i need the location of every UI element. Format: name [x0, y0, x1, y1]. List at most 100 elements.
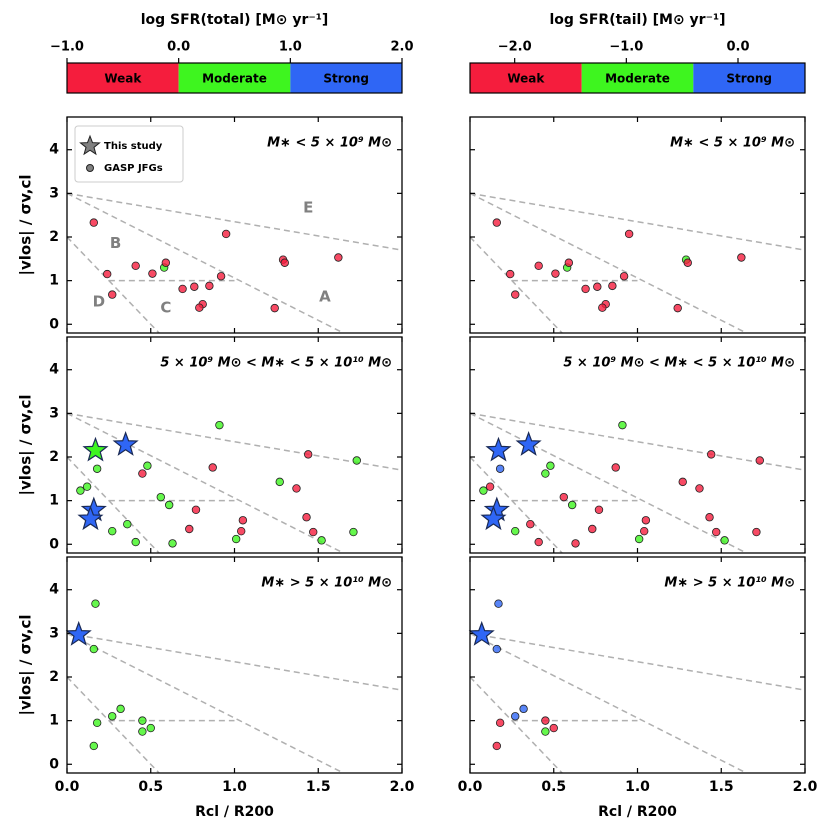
gasp-point	[221, 229, 231, 239]
y-tick-label: 0	[49, 316, 59, 332]
gasp-point	[138, 716, 147, 725]
gasp-point	[185, 524, 194, 534]
gasp-point	[280, 258, 289, 267]
gasp-point	[624, 229, 634, 239]
x-tick-label: 0.0	[458, 779, 483, 795]
y-axis-label: |vlos| / σv,cl	[17, 394, 36, 495]
colorbar-tick-label: −1.0	[50, 40, 84, 55]
x-axis-label: Rcl / R200	[195, 804, 274, 820]
legend-label: GASP JFGs	[104, 163, 163, 174]
gasp-point	[102, 269, 112, 279]
gasp-point	[641, 516, 651, 525]
gasp-point	[634, 534, 644, 544]
panel-title: M∗ > 5 × 10¹⁰ M⊙	[664, 576, 795, 591]
region-boundary	[470, 632, 805, 691]
y-tick-label: 2	[49, 449, 59, 465]
gasp-point	[156, 492, 165, 502]
gasp-point	[123, 520, 132, 529]
gasp-point	[191, 505, 201, 514]
colorbar-tick-label: 2.0	[390, 40, 413, 55]
study-star	[485, 436, 512, 462]
gasp-point	[673, 303, 682, 313]
gasp-point	[678, 477, 687, 487]
gasp-point	[92, 718, 102, 728]
legend-circle	[86, 164, 94, 172]
gasp-point	[598, 303, 607, 312]
gasp-point	[588, 524, 597, 534]
gasp-point	[755, 456, 764, 465]
gasp-point	[640, 526, 649, 536]
gasp-point	[567, 500, 577, 510]
gasp-point	[178, 284, 187, 294]
colorbar-tick-label: 0.0	[167, 40, 190, 55]
y-tick-label: 3	[49, 405, 59, 421]
y-tick-label: 1	[49, 273, 59, 289]
gasp-point	[720, 536, 729, 545]
legend-label: This study	[104, 141, 163, 152]
gasp-point	[494, 599, 503, 608]
gasp-point	[215, 420, 224, 430]
gasp-point	[146, 723, 155, 733]
colorbar-tick-label: 0.0	[726, 40, 749, 55]
panel: 0 1 2 3 4 0.0 0.5 1.0 1.5 2.0 M∗ > 5 × 10¹⁰ M⊙ |vlo…	[17, 556, 415, 820]
gasp-point	[564, 258, 574, 267]
panel-frame	[469, 336, 806, 554]
region-boundary	[470, 192, 805, 251]
study-star	[77, 505, 104, 531]
x-tick-label: 1.5	[306, 779, 331, 795]
gasp-point	[752, 527, 761, 537]
gasp-point	[334, 253, 343, 262]
panel: M∗ < 5 × 10⁹ M⊙	[469, 116, 806, 334]
gasp-point	[92, 464, 102, 473]
gasp-point	[594, 505, 604, 514]
region-boundary	[67, 456, 160, 553]
colorbar-tick-label: 1.0	[279, 40, 302, 55]
region-label: C	[160, 299, 171, 317]
gasp-point	[89, 218, 98, 227]
panel: E B D C A 0 1 2 3 4 M∗ < 5 × 10⁹ M⊙ |vlos| / σv,cl T…	[17, 116, 403, 334]
colorbar-segment	[178, 63, 291, 93]
region-boundary	[470, 412, 747, 553]
gasp-point	[737, 253, 746, 262]
y-tick-label: 0	[49, 756, 59, 772]
y-tick-label: 1	[49, 493, 59, 509]
gasp-point	[495, 464, 505, 473]
region-label: B	[110, 234, 121, 252]
colorbar-tick-label: −2.0	[498, 40, 532, 55]
gasp-point	[619, 272, 629, 281]
colorbar-class: Strong	[323, 72, 369, 86]
x-tick-label: 0.5	[541, 779, 566, 795]
panel: 0.0 0.5 1.0 1.5 2.0 M∗ > 5 × 10¹⁰ M⊙ Rcl / R20…	[458, 556, 818, 820]
gasp-point	[495, 718, 505, 728]
gasp-point	[479, 486, 488, 495]
gasp-point	[236, 526, 246, 536]
colorbar-frame	[66, 62, 403, 94]
gasp-point	[317, 536, 326, 545]
panel: 5 × 10⁹ M⊙ < M∗ < 5 × 10¹⁰ M⊙	[469, 336, 806, 554]
gasp-point	[485, 482, 495, 491]
region-boundary	[67, 412, 402, 471]
gasp-point	[541, 727, 550, 736]
gasp-point	[138, 469, 147, 478]
y-tick-label: 3	[49, 185, 59, 201]
gasp-point	[712, 527, 721, 537]
gasp-point	[89, 644, 98, 654]
gasp-point	[511, 712, 520, 721]
panel-title: 5 × 10⁹ M⊙ < M∗ < 5 × 10¹⁰ M⊙	[160, 356, 392, 371]
gasp-point	[131, 537, 140, 547]
region-boundary	[67, 192, 344, 333]
colorbar-class: Weak	[104, 72, 142, 86]
y-tick-label: 4	[49, 582, 59, 598]
gasp-point	[231, 534, 241, 544]
colorbar-segment	[470, 63, 582, 93]
gasp-point	[618, 420, 627, 430]
gasp-point	[608, 281, 617, 291]
gasp-point	[549, 723, 558, 733]
gasp-point	[492, 644, 501, 654]
gasp-point	[89, 741, 98, 751]
gasp-point	[205, 281, 214, 291]
gasp-point	[302, 513, 311, 522]
x-tick-label: 2.0	[793, 779, 818, 795]
region-boundary	[470, 676, 563, 773]
region-boundary	[67, 676, 160, 773]
